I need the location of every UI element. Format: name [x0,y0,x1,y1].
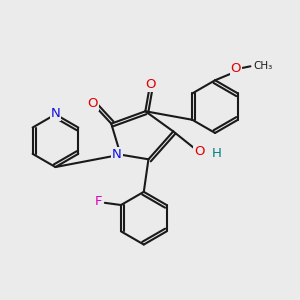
Text: O: O [231,62,241,75]
Text: N: N [112,148,122,161]
Text: F: F [95,195,102,208]
Text: O: O [194,145,205,158]
Text: O: O [87,97,98,110]
Text: H: H [212,147,222,160]
Text: N: N [51,107,60,120]
Text: CH₃: CH₃ [254,61,273,71]
Text: O: O [145,78,155,92]
